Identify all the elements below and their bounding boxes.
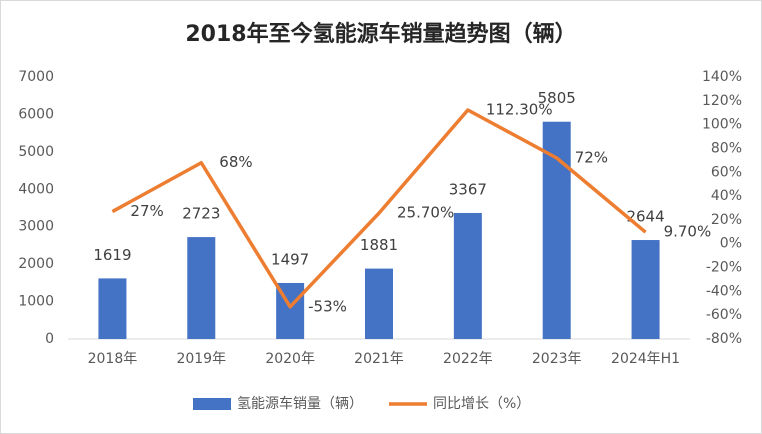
y-tick-label: 0 [45,331,54,347]
bar-label: 1497 [271,250,309,268]
line-label: 25.70% [397,204,454,222]
y2-tick-label: 40% [711,188,742,204]
bar-label: 3367 [449,180,487,198]
bar-label: 2723 [182,205,220,223]
y2-tick-label: -40% [706,283,742,299]
x-tick-label: 2018年 [88,351,138,367]
y-tick-label: 6000 [18,106,54,122]
bar [98,278,127,339]
bar [187,237,216,339]
bar-label: 1881 [360,236,398,254]
y2-tick-label: -80% [706,331,742,347]
line-label: 112.30% [486,100,553,118]
line-label: 68% [219,153,252,171]
y-tick-label: 1000 [18,294,54,310]
y2-tick-label: 80% [711,140,742,156]
y-tick-label: 2000 [18,256,54,272]
bar [453,212,482,339]
bar-label: 5805 [538,89,576,107]
x-tick-label: 2022年 [443,351,493,367]
y2-tick-label: -20% [706,260,742,276]
bar [365,268,393,339]
x-tick-label: 2024年H1 [611,351,680,367]
legend-label: 氢能源车销量（辆） [237,395,363,412]
x-tick-label: 2023年 [532,351,582,367]
y-tick-label: 3000 [18,219,54,235]
bar-label: 1619 [93,246,131,264]
line-label: 72% [575,148,608,166]
y2-tick-label: 100% [702,117,742,133]
x-tick-label: 2020年 [265,351,315,367]
y2-tick-label: 0% [720,236,742,252]
line [111,108,647,309]
y2-tick-label: 60% [711,164,742,180]
y2-tick-label: -60% [706,307,742,323]
y-tick-label: 4000 [18,181,54,197]
y2-tick-label: 120% [702,93,742,109]
legend-swatch [193,398,231,410]
line-label: 27% [130,202,163,220]
x-tick-label: 2019年 [176,351,226,367]
x-tick-label: 2021年 [354,351,404,367]
legend-label: 同比增长（%） [433,396,530,412]
line-label: -53% [308,297,347,315]
y2-tick-label: 20% [711,212,742,228]
y2-tick-label: 140% [702,69,742,85]
bar [631,240,660,339]
y-tick-label: 7000 [18,69,54,85]
line-label: 9.70% [664,223,712,241]
y-tick-label: 5000 [18,144,54,160]
chart-title: 2018年至今氢能源车销量趋势图（辆） [185,21,576,47]
bar-label: 2644 [626,208,664,226]
